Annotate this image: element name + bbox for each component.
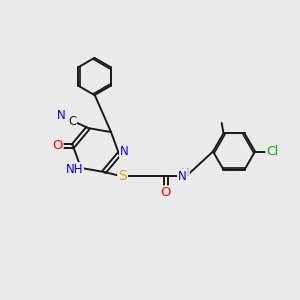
Text: N: N	[178, 170, 187, 183]
Text: C: C	[68, 115, 76, 128]
Text: NH: NH	[66, 163, 83, 176]
Text: Cl: Cl	[266, 145, 278, 158]
Text: O: O	[52, 140, 63, 152]
Text: N: N	[120, 145, 129, 158]
Text: O: O	[160, 187, 171, 200]
Text: S: S	[118, 169, 127, 184]
Text: H: H	[181, 168, 189, 178]
Text: N: N	[57, 109, 66, 122]
